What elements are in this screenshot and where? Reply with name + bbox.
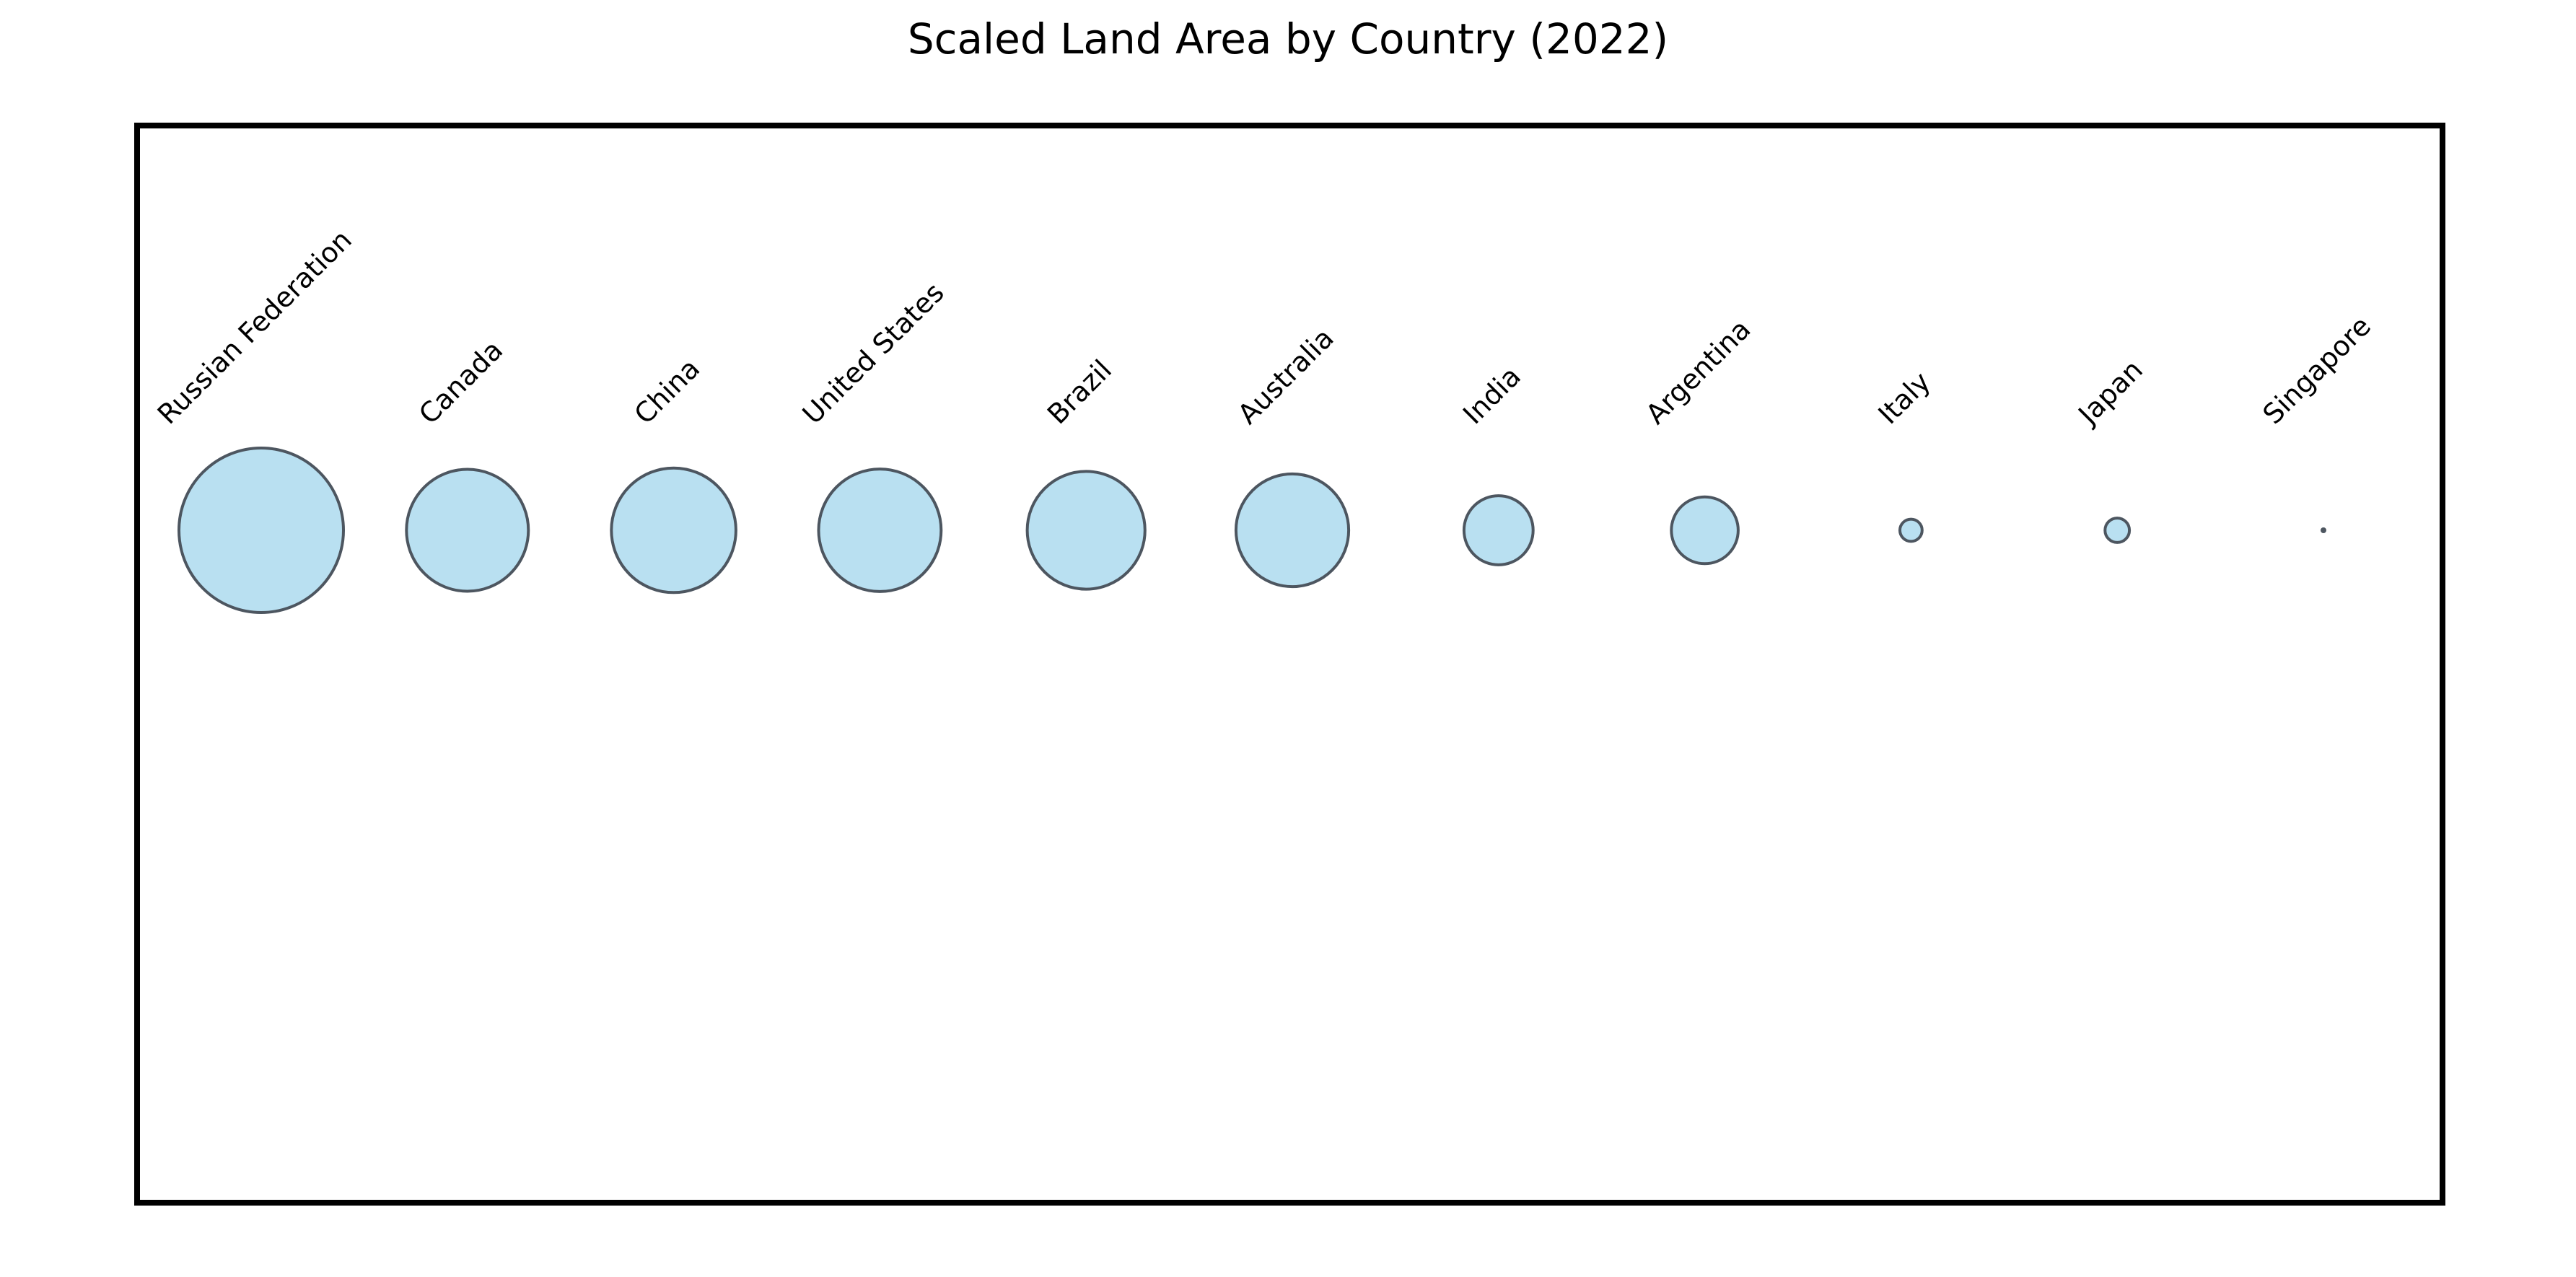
bubble-united-states bbox=[817, 468, 943, 593]
bubble-canada bbox=[405, 468, 530, 593]
bubble-china bbox=[610, 466, 737, 594]
chart-title: Scaled Land Area by Country (2022) bbox=[908, 14, 1668, 63]
bubble-brazil bbox=[1025, 470, 1147, 591]
bubble-japan bbox=[2103, 517, 2132, 544]
bubbles-layer bbox=[178, 447, 2326, 614]
bubble-argentina bbox=[1670, 495, 1740, 566]
plot-frame bbox=[134, 123, 2445, 1206]
bubble-russian-federation bbox=[178, 447, 345, 614]
bubble-italy bbox=[1898, 517, 1924, 543]
bubble-australia bbox=[1234, 472, 1351, 589]
bubble-india bbox=[1462, 494, 1535, 566]
bubble-singapore bbox=[2321, 527, 2326, 533]
